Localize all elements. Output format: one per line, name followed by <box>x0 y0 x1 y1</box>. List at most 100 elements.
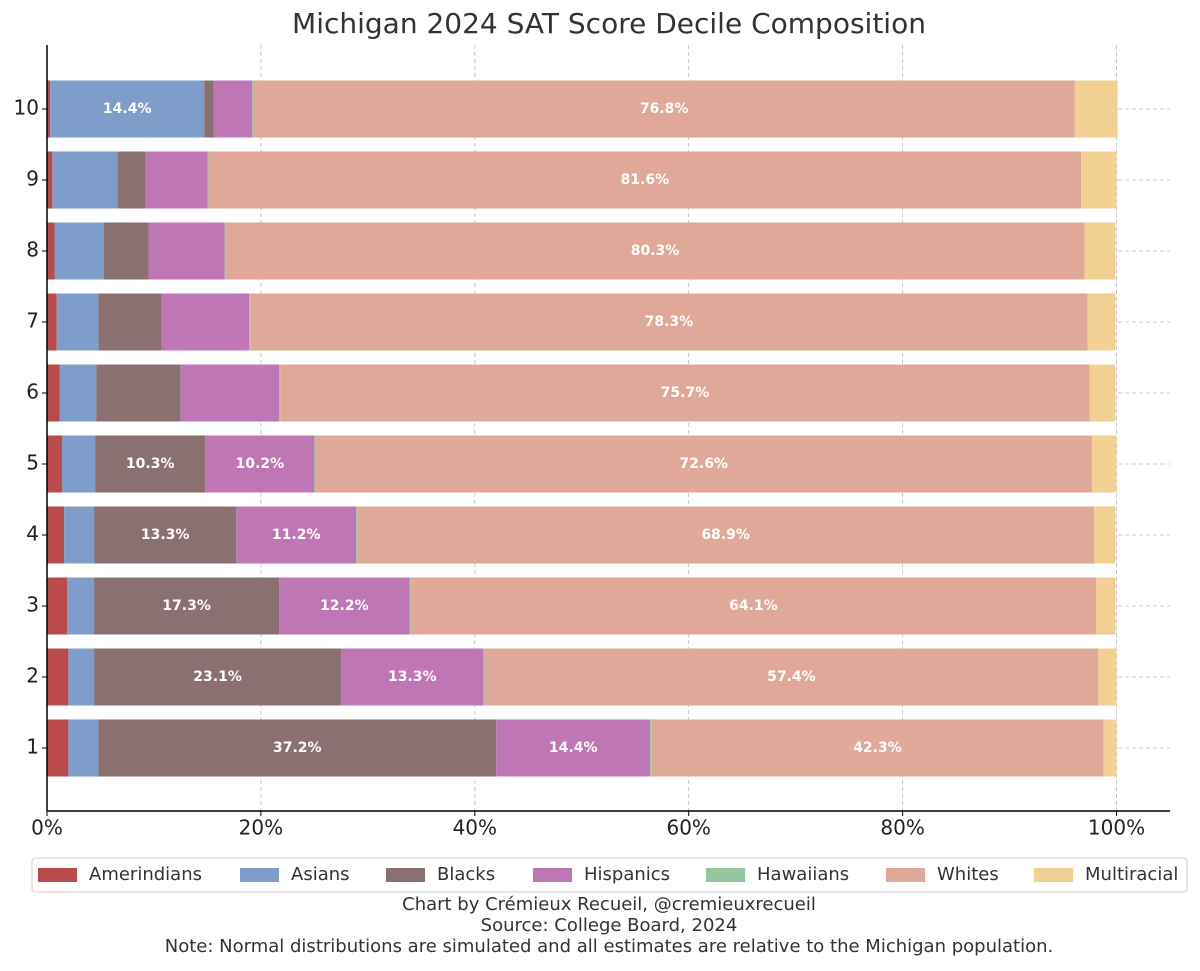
value-label: 17.3% <box>162 598 211 614</box>
bar-segment <box>651 719 1104 777</box>
value-label: 10.3% <box>126 456 175 472</box>
x-tick-label: 60% <box>666 816 710 840</box>
bar-segment <box>1094 506 1116 564</box>
legend-swatch <box>38 868 77 882</box>
bar-segment <box>1087 293 1116 351</box>
y-tick-label: 2 <box>26 664 39 688</box>
chart-title: Michigan 2024 SAT Score Decile Compositi… <box>292 7 926 40</box>
credit: Chart by Crémieux Recueil, @cremieuxrecu… <box>402 894 816 915</box>
legend-box <box>31 857 1188 893</box>
bar-segment <box>357 506 1095 564</box>
value-label: 68.9% <box>701 527 750 543</box>
bar-segment <box>279 364 281 422</box>
source: Source: College Board, 2024 <box>481 915 738 936</box>
bar-segment <box>54 222 104 280</box>
bar-segment <box>52 151 118 209</box>
value-label: 37.2% <box>273 740 322 756</box>
bar-segment <box>1103 719 1117 777</box>
bar-segment <box>47 719 69 777</box>
bar-segment <box>47 80 51 138</box>
bar-segment <box>1096 577 1116 635</box>
x-tick-label: 0% <box>31 816 63 840</box>
bar-segment <box>341 648 484 706</box>
bar-segment <box>650 719 652 777</box>
value-label: 57.4% <box>767 669 816 685</box>
bar-segment <box>61 435 96 493</box>
value-label: 64.1% <box>729 598 778 614</box>
y-tick-label: 6 <box>26 380 39 404</box>
legend-swatch <box>240 868 279 882</box>
bar-segment <box>67 577 95 635</box>
value-label: 10.2% <box>236 456 285 472</box>
bar-segment <box>94 648 342 706</box>
bar-segment <box>252 80 254 138</box>
bar-segment <box>180 364 280 422</box>
value-label: 75.7% <box>661 385 710 401</box>
bar-segment <box>236 506 357 564</box>
bar-segment <box>95 435 206 493</box>
bar-segment <box>315 435 1092 493</box>
y-tick-label: 9 <box>26 167 39 191</box>
bar-segment <box>225 222 1085 280</box>
bar-segment <box>224 222 226 280</box>
legend-label: Asians <box>291 864 350 885</box>
y-tick-label: 4 <box>26 522 39 546</box>
value-label: 14.4% <box>103 101 152 117</box>
x-tick-label: 20% <box>239 816 283 840</box>
bar-segment <box>1089 364 1116 422</box>
y-tick-label: 3 <box>26 593 39 617</box>
legend-swatch <box>533 868 572 882</box>
note: Note: Normal distributions are simulated… <box>165 936 1053 957</box>
bar-segment <box>205 435 315 493</box>
bar-segment <box>207 151 209 209</box>
bar-segment <box>47 577 68 635</box>
value-label: 14.4% <box>549 740 598 756</box>
legend-swatch <box>1034 868 1073 882</box>
bar-segment <box>409 577 411 635</box>
bar-segment <box>68 719 99 777</box>
bar-segment <box>1084 222 1116 280</box>
legend-label: Hawaiians <box>757 864 849 885</box>
value-label: 78.3% <box>645 314 694 330</box>
legend-label: Multiracial <box>1085 864 1178 885</box>
value-label: 13.3% <box>388 669 437 685</box>
bar-segment <box>47 506 65 564</box>
bar-segment <box>117 151 146 209</box>
value-label: 76.8% <box>640 101 689 117</box>
bar-segment <box>94 506 237 564</box>
bar-segment <box>1091 435 1117 493</box>
value-label: 23.1% <box>193 669 242 685</box>
bar-segment <box>204 80 214 138</box>
value-label: 81.6% <box>621 172 670 188</box>
bar-segment <box>410 577 1097 635</box>
bar-segment <box>249 293 251 351</box>
bar-segment <box>213 80 253 138</box>
bar-segment <box>148 222 225 280</box>
value-label: 42.3% <box>853 740 902 756</box>
bar-segment <box>50 80 205 138</box>
bar-segment <box>496 719 651 777</box>
legend-swatch <box>706 868 745 882</box>
bar-segment <box>64 506 95 564</box>
bar-segment <box>98 293 162 351</box>
bar-segment <box>1074 80 1118 138</box>
value-label: 12.2% <box>320 598 369 614</box>
bar-segment <box>96 364 181 422</box>
bar-segment <box>253 80 1075 138</box>
legend-label: Amerindians <box>89 864 202 885</box>
y-tick-label: 8 <box>26 238 39 262</box>
legend-label: Blacks <box>437 864 495 885</box>
value-label: 13.3% <box>141 527 190 543</box>
value-label: 11.2% <box>272 527 321 543</box>
x-tick-label: 80% <box>880 816 924 840</box>
bar-segment <box>250 293 1088 351</box>
legend-swatch <box>886 868 925 882</box>
bar-segment <box>483 648 485 706</box>
bar-segment <box>56 293 99 351</box>
bar-segment <box>47 435 62 493</box>
bar-segment <box>280 364 1090 422</box>
legend-swatch <box>386 868 425 882</box>
bar-segment <box>47 364 60 422</box>
y-tick-label: 7 <box>26 309 39 333</box>
